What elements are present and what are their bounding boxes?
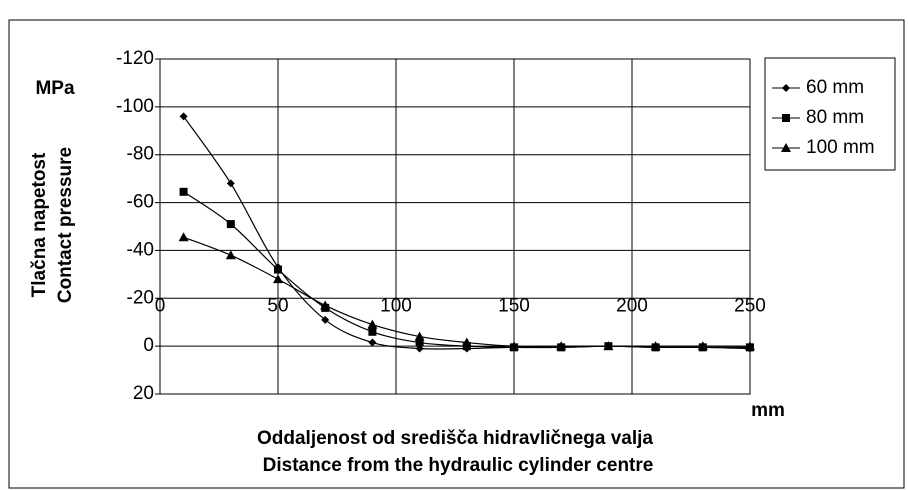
x-tick-label: 200 (616, 295, 648, 316)
frame (8, 19, 905, 489)
legend-marker (782, 114, 790, 122)
y-tick-label: -100 (116, 96, 154, 117)
data-point (274, 265, 282, 274)
y-tick-label: 20 (133, 383, 154, 404)
data-point (461, 337, 472, 347)
data-point (367, 319, 378, 329)
data-point (320, 300, 331, 310)
data-point (273, 274, 283, 284)
data-point (225, 250, 236, 260)
x-label: Distance from the hydraulic cylinder cen… (263, 455, 654, 476)
x-label: Oddaljenost od središča hidravličnega va… (257, 428, 653, 449)
legend-label: 80 mm (806, 107, 864, 128)
x-tick-label: 100 (380, 295, 412, 316)
y-label: Tlačna napetost (29, 152, 50, 297)
x-tick-label: 50 (267, 295, 288, 316)
y-tick-label: -120 (116, 48, 154, 69)
data-point (745, 341, 755, 351)
legend-marker (781, 143, 791, 152)
x-unit: mm (751, 400, 785, 421)
legend-label: 100 mm (806, 137, 875, 158)
y-tick-label: -80 (127, 144, 154, 165)
series-line (183, 191, 750, 349)
plot-area (159, 58, 751, 395)
data-point (178, 232, 189, 242)
legend-marker (782, 84, 790, 92)
y-tick-label: -40 (127, 239, 154, 260)
data-point (650, 341, 661, 351)
data-point (415, 338, 424, 347)
data-point (179, 112, 188, 121)
data-point (697, 341, 708, 351)
y-tick-label: 0 (143, 335, 154, 356)
data-point (321, 315, 330, 324)
y-tick-label: -20 (127, 287, 154, 308)
data-point (179, 187, 188, 196)
data-point (368, 327, 377, 336)
data-point (226, 179, 235, 188)
y-tick-label: -60 (127, 192, 154, 213)
x-tick-label: 150 (498, 295, 530, 316)
data-point (556, 341, 567, 351)
data-point (603, 341, 614, 351)
y-unit: MPa (35, 78, 75, 99)
data-point (226, 220, 235, 229)
data-point (414, 331, 425, 341)
legend-label: 60 mm (806, 77, 864, 98)
series-line (183, 236, 750, 348)
data-point (509, 341, 519, 351)
y-label: Contact pressure (55, 147, 76, 303)
x-tick-label: 250 (734, 295, 766, 316)
x-tick-label: 0 (155, 295, 166, 316)
data-point (368, 338, 377, 347)
